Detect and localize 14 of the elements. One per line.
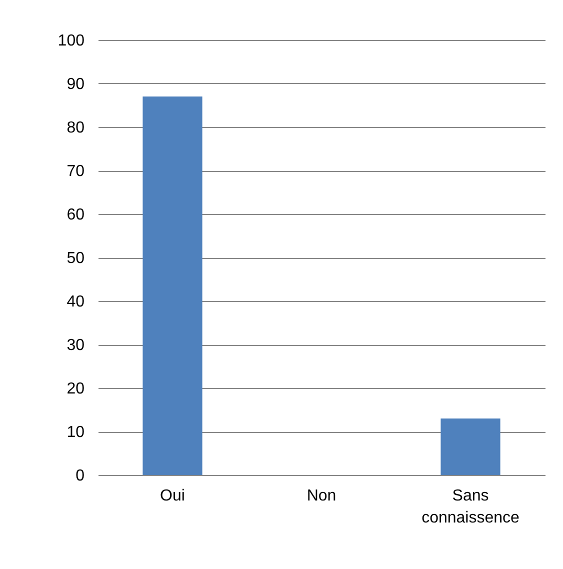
y-tick-label: 90 <box>66 76 85 93</box>
y-tick-label: 40 <box>66 294 85 310</box>
y-tick-label: 30 <box>66 337 85 354</box>
x-tick-label: Non <box>306 488 336 504</box>
y-tick-label: 0 <box>76 468 85 484</box>
y-tick-label: 100 <box>58 32 85 50</box>
y-tick-label: 80 <box>66 120 85 136</box>
y-tick-label: 60 <box>66 206 85 224</box>
y-tick-label: 10 <box>66 424 85 441</box>
x-tick-label: Oui <box>160 488 185 504</box>
y-tick-label: 20 <box>66 380 85 398</box>
y-tick-label: 50 <box>66 250 85 267</box>
y-tick-label: 70 <box>66 163 85 180</box>
x-tick-label: Sans connaissence <box>422 488 520 526</box>
